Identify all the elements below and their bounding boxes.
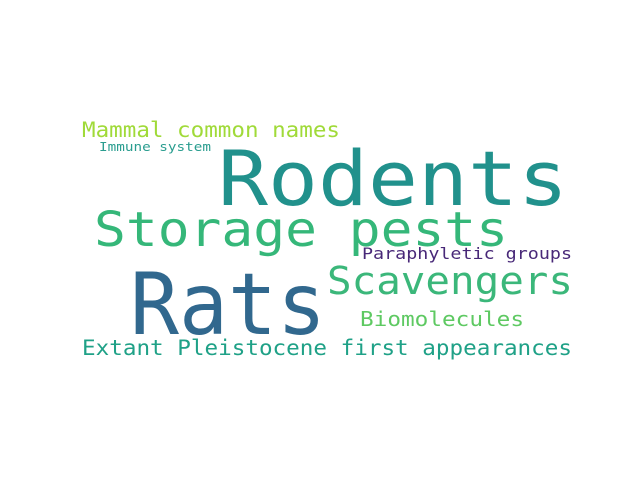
word-paraphyletic-groups: Paraphyletic groups	[362, 244, 572, 263]
word-immune-system: Immune system	[99, 140, 211, 154]
word-scavengers: Scavengers	[327, 259, 573, 303]
word-rodents: Rodents	[218, 134, 568, 223]
word-mammal-common-names: Mammal common names	[82, 118, 340, 142]
word-biomolecules: Biomolecules	[360, 307, 524, 331]
word-rats: Rats	[130, 255, 326, 355]
word-extant-pleistocene-first-appearances: Extant Pleistocene first appearances	[82, 336, 572, 360]
word-storage-pests: Storage pests	[94, 202, 508, 258]
